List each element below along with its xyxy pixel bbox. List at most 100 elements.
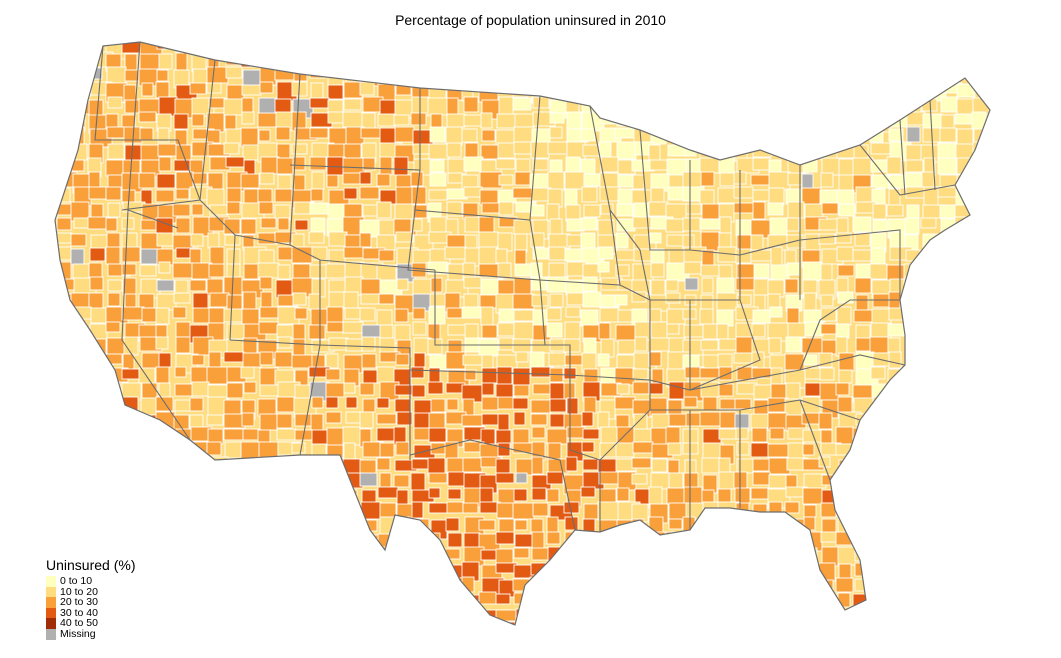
county-cell [55,278,76,291]
county-cell [974,216,990,230]
county-cell [702,547,720,566]
county-cell [258,518,279,539]
county-cell [802,261,822,282]
county-cell [106,459,124,471]
county-cell [648,486,663,507]
county-cell [257,52,278,68]
county-cell [446,201,463,217]
county-cell [872,219,890,232]
county-cell [972,458,987,471]
county-cell [855,337,872,352]
county-cell [291,608,310,623]
county-cell [801,69,819,82]
county-cell [192,292,209,310]
county-cell [240,473,254,488]
county-cell [786,97,799,109]
county-cell [155,366,170,384]
county-cell [852,157,874,178]
county-cell [73,382,97,399]
county-cell [614,51,635,65]
county-cell [615,98,635,112]
county-cell [444,246,467,260]
county-cell [991,84,1008,96]
county-cell [872,592,885,605]
county-cell [716,292,739,311]
county-cell [393,42,410,55]
county-cell [379,442,395,458]
county-cell [804,82,817,97]
county-cell [173,292,191,304]
county-cell [70,397,84,410]
county-cell [310,188,324,202]
county-cell [954,264,969,284]
county-cell [886,411,908,426]
county-cell [717,561,741,573]
county-cell [274,624,293,625]
county-cell [853,459,873,478]
county-cell [105,186,122,201]
county-cell [105,444,122,463]
county-cell [260,217,277,229]
county-cell [888,609,909,625]
county-cell [55,339,77,351]
legend-label: 40 to 50 [60,617,98,630]
county-cell [787,608,811,620]
county-cell [802,443,815,456]
county-cell [359,459,377,475]
county-cell [72,354,87,372]
county-cell [394,578,408,596]
county-cell [37,383,50,399]
county-cell [734,52,757,64]
county-cell [634,562,655,579]
county-cell [104,486,118,500]
county-cell [666,114,681,132]
county-cell [478,591,497,605]
county-cell [226,187,242,204]
county-cell [599,186,621,202]
county-cell [974,384,988,396]
county-cell [869,624,892,625]
county-cell [904,351,921,369]
legend-swatch [46,597,56,608]
county-cell [717,141,734,159]
county-cell [343,81,363,99]
county-cell [311,456,331,475]
county-cell [277,217,290,231]
county-cell [956,174,969,188]
county-cell [191,113,205,127]
county-cell [886,156,902,175]
county-cell [226,472,247,491]
county-cell [240,577,254,595]
county-cell [852,519,869,538]
county-cell [310,82,324,101]
county-cell [992,383,1011,398]
county-cell [854,578,870,592]
county-cell [921,489,940,503]
county-cell [292,156,306,171]
county-cell [683,324,704,338]
county-cell [192,172,208,185]
county-cell [512,42,533,53]
county-cell [530,413,548,426]
county-cell [190,623,204,625]
county-cell [259,548,279,569]
county-cell [223,351,245,363]
county-cell [464,42,482,57]
county-cell [55,369,77,385]
county-cell [309,503,328,522]
county-cell [769,561,793,574]
county-cell [396,278,409,291]
county-cell [973,366,990,381]
county-cell [684,547,701,562]
county-cell [769,217,788,237]
county-cell [481,129,496,142]
county-cell [377,561,396,580]
county-cell [904,488,919,509]
county-cell [735,248,752,264]
county-cell [428,82,447,101]
county-cell [974,323,990,335]
county-cell [226,323,245,341]
county-cell [190,502,205,521]
county-cell [700,84,716,100]
county-cell [447,172,463,184]
